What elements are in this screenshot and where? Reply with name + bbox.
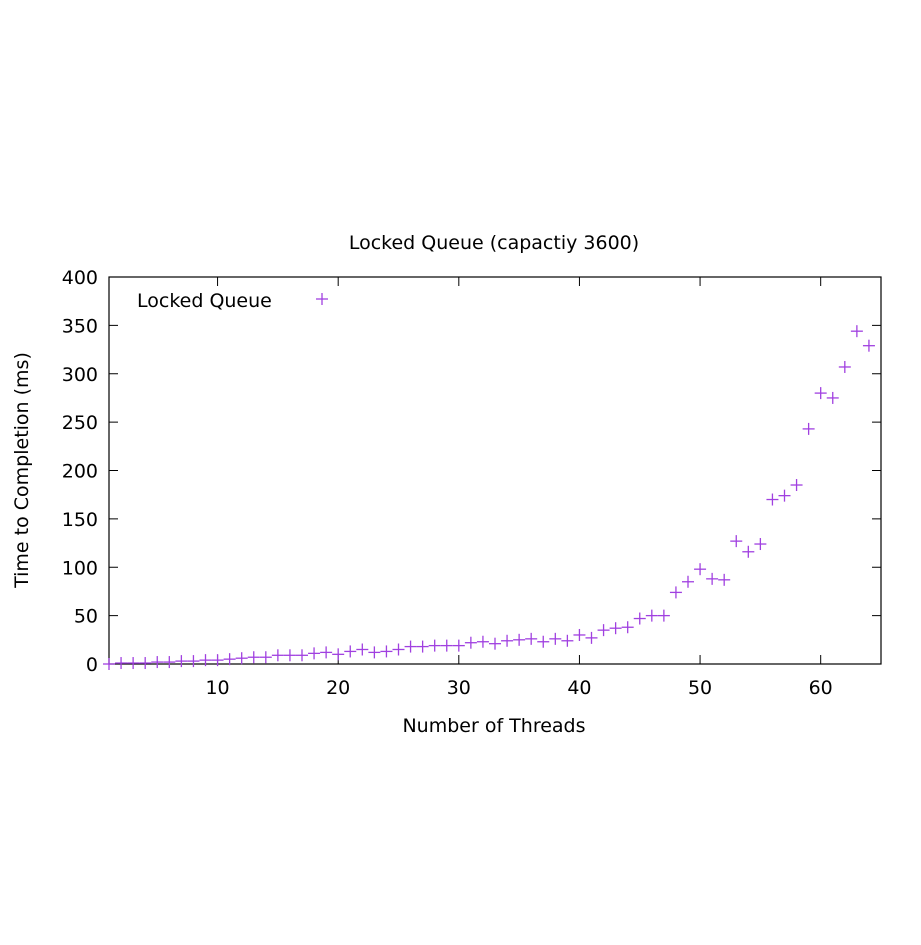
- data-point: [127, 657, 140, 670]
- data-point: [356, 643, 369, 656]
- data-point: [404, 640, 417, 653]
- x-tick-label: 20: [326, 677, 350, 699]
- data-point: [633, 612, 646, 625]
- data-point: [657, 609, 670, 622]
- legend-plus-marker: [316, 293, 328, 305]
- data-point: [838, 360, 851, 373]
- y-tick-label: 400: [62, 267, 98, 289]
- data-point: [271, 649, 284, 662]
- data-point: [452, 639, 465, 652]
- data-point: [718, 573, 731, 586]
- data-point: [464, 636, 477, 649]
- legend: Locked Queue: [137, 290, 328, 312]
- data-point: [730, 535, 743, 548]
- data-point: [223, 653, 236, 666]
- data-point: [211, 654, 224, 667]
- data-point: [175, 655, 188, 668]
- data-point: [476, 635, 489, 648]
- y-axis: 0 50 100 150 200 250 300 350 400: [62, 267, 881, 676]
- data-point: [380, 645, 393, 658]
- data-point: [573, 628, 586, 641]
- series-locked-queue: [103, 325, 875, 670]
- data-point: [513, 633, 526, 646]
- data-point: [814, 387, 827, 400]
- chart-title: Locked Queue (capactiy 3600): [349, 232, 639, 254]
- data-point: [416, 640, 429, 653]
- data-point: [115, 657, 128, 670]
- y-tick-label: 350: [62, 315, 98, 337]
- data-point: [778, 489, 791, 502]
- legend-marker: [316, 293, 328, 305]
- data-point: [308, 647, 321, 660]
- data-point: [368, 646, 381, 659]
- data-point: [561, 634, 574, 647]
- y-tick-label: 250: [62, 412, 98, 434]
- data-point: [151, 656, 164, 669]
- data-point: [862, 339, 875, 352]
- y-tick-label: 100: [62, 557, 98, 579]
- data-point: [766, 493, 779, 506]
- plot-frame: [108, 276, 882, 665]
- data-point: [790, 479, 803, 492]
- data-point: [525, 632, 538, 645]
- data-point: [585, 631, 598, 644]
- x-tick-label: 30: [447, 677, 471, 699]
- data-point: [247, 651, 260, 664]
- legend-label: Locked Queue: [137, 290, 272, 312]
- data-point: [501, 634, 514, 647]
- data-point: [392, 643, 405, 656]
- data-point: [296, 649, 308, 662]
- data-point: [694, 563, 707, 576]
- data-point: [163, 656, 176, 669]
- data-point: [332, 648, 345, 661]
- y-tick-label: 50: [74, 606, 98, 628]
- y-tick-label: 150: [62, 509, 98, 531]
- data-point: [754, 538, 767, 551]
- data-point: [682, 575, 694, 588]
- data-point: [609, 622, 622, 635]
- x-tick-label: 60: [809, 677, 833, 699]
- data-point: [428, 639, 441, 652]
- data-point: [320, 646, 333, 659]
- data-point: [440, 639, 453, 652]
- data-point: [706, 572, 719, 585]
- data-point: [187, 655, 200, 668]
- y-tick-label: 0: [86, 654, 98, 676]
- data-point: [621, 621, 634, 634]
- data-point: [669, 586, 682, 599]
- data-point: [199, 654, 212, 667]
- data-point: [549, 632, 562, 645]
- data-point: [742, 545, 755, 558]
- data-point: [850, 325, 863, 338]
- x-tick-label: 40: [567, 677, 591, 699]
- y-axis-label: Time to Completion (ms): [11, 352, 33, 589]
- x-axis-label: Number of Threads: [402, 715, 585, 737]
- data-point: [597, 624, 610, 637]
- data-point: [139, 657, 152, 670]
- data-point: [645, 609, 658, 622]
- data-point: [537, 635, 550, 648]
- x-tick-label: 10: [205, 677, 229, 699]
- data-point: [826, 391, 839, 404]
- x-tick-label: 50: [688, 677, 712, 699]
- y-tick-label: 300: [62, 364, 98, 386]
- data-point: [103, 658, 115, 670]
- data-point: [259, 651, 272, 664]
- data-point: [489, 637, 501, 650]
- x-axis: 10 20 30 40 50 60: [205, 277, 833, 699]
- data-point: [344, 645, 357, 658]
- data-point: [235, 652, 248, 665]
- data-point: [802, 422, 815, 435]
- data-point: [283, 649, 296, 662]
- y-tick-label: 200: [62, 461, 98, 483]
